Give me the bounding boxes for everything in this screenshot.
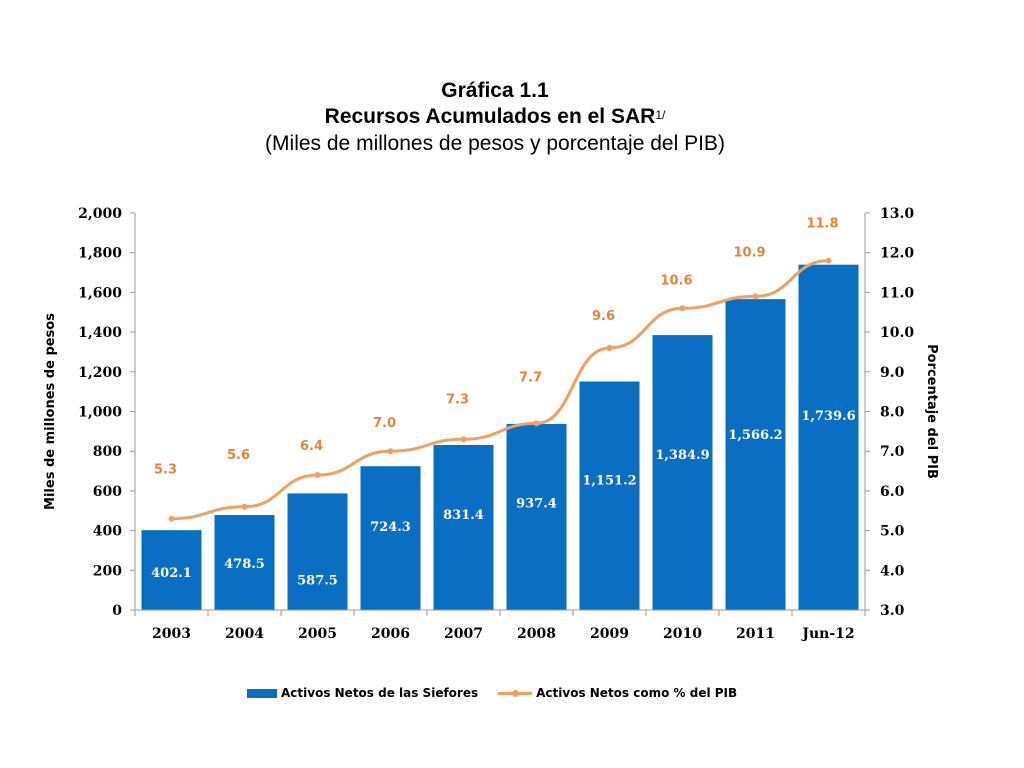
line-value-label: 7.7	[519, 370, 542, 385]
legend-item-bars: Activos Netos de las Siefores	[247, 686, 478, 700]
y2-tick-label: 6.0	[880, 484, 905, 500]
x-tick-label: 2004	[225, 626, 264, 642]
legend-item-line: Activos Netos como % del PIB	[498, 686, 737, 700]
bar-2007	[433, 444, 494, 610]
chart-title-line2: Recursos Acumulados en el SAR1/	[0, 104, 990, 130]
y-tick-label: 1,800	[78, 246, 122, 262]
y-tick-label: 400	[93, 524, 122, 540]
y-tick-label: 1,200	[78, 365, 122, 381]
y-tick-label: 1,000	[78, 405, 122, 421]
line-value-label: 11.8	[806, 217, 838, 232]
chart-title-line1: Gráfica 1.1	[441, 79, 549, 102]
line-point-2007	[460, 436, 467, 443]
bar-2009	[579, 381, 640, 610]
x-tick-label: 2011	[736, 626, 775, 642]
chart-legend: Activos Netos de las Siefores Activos Ne…	[247, 686, 757, 700]
y2-axis-title: Porcentaje del PIB	[924, 344, 939, 479]
line-point-2003	[168, 515, 175, 522]
bar-value-label: 1,739.6	[801, 409, 855, 424]
bar-value-label: 1,384.9	[655, 448, 709, 463]
line-value-label: 6.4	[300, 439, 323, 454]
line-value-label: 5.3	[154, 463, 177, 478]
chart-subtitle: (Miles de millones de pesos y porcentaje…	[265, 132, 725, 155]
line-value-label: 7.3	[446, 392, 469, 407]
x-tick-label: 2003	[152, 626, 191, 642]
legend-bar-label: Activos Netos de las Siefores	[281, 686, 479, 700]
x-tick-label: 2005	[298, 626, 337, 642]
x-tick-label: 2006	[371, 626, 410, 642]
bar-2010	[652, 335, 713, 610]
line-value-label: 10.9	[733, 245, 765, 260]
y-tick-label: 2,000	[78, 206, 122, 222]
x-tick-label: 2009	[590, 626, 629, 642]
legend-line-marker	[512, 689, 520, 697]
line-point-2011	[752, 293, 759, 300]
legend-bar-swatch	[247, 688, 277, 698]
line-point-2009	[606, 344, 613, 351]
chart-title-block: Gráfica 1.1 Recursos Acumulados en el SA…	[0, 78, 990, 158]
legend-line-swatch	[498, 689, 533, 698]
bar-2006	[360, 466, 421, 610]
line-series-path	[171, 259, 829, 521]
bar-value-label: 937.4	[516, 497, 557, 512]
y-tick-label: 600	[93, 484, 122, 500]
line-value-label: 7.0	[373, 416, 396, 431]
line-point-2004	[241, 503, 248, 510]
bar-value-label: 831.4	[443, 508, 484, 523]
y-tick-label: 200	[93, 563, 122, 579]
y-tick-label: 0	[112, 603, 122, 619]
bar-2011	[725, 299, 786, 610]
line-point-jun-12	[825, 257, 832, 264]
y-tick-label: 1,400	[78, 325, 122, 341]
line-value-label: 10.6	[660, 273, 692, 288]
y2-tick-label: 10.0	[880, 325, 914, 341]
x-tick-label: 2007	[444, 626, 483, 642]
bar-jun-12	[798, 264, 859, 610]
bar-value-label: 1,566.2	[728, 428, 782, 443]
y-axis-title: Miles de millones de pesos	[43, 313, 58, 510]
x-tick-label: 2008	[517, 626, 556, 642]
y2-tick-label: 11.0	[880, 285, 914, 301]
line-value-label: 5.6	[227, 448, 250, 463]
y2-tick-label: 12.0	[880, 246, 914, 262]
line-point-2010	[679, 305, 686, 312]
line-point-2005	[314, 472, 321, 479]
bar-value-label: 402.1	[151, 566, 192, 581]
y-tick-label: 1,600	[78, 285, 122, 301]
bar-2003	[141, 530, 202, 610]
y2-tick-label: 8.0	[880, 405, 905, 421]
y-tick-label: 800	[93, 444, 122, 460]
bar-value-label: 724.3	[370, 520, 411, 535]
bar-value-label: 1,151.2	[582, 473, 636, 488]
bar-value-label: 478.5	[224, 557, 265, 572]
line-point-2008	[533, 420, 540, 427]
legend-line-label: Activos Netos como % del PIB	[536, 686, 738, 700]
y2-tick-label: 4.0	[880, 563, 905, 579]
line-point-2006	[387, 448, 394, 455]
chart-title-footnote-ref: 1/	[655, 108, 666, 122]
bar-2005	[287, 493, 348, 610]
y2-tick-label: 13.0	[880, 206, 914, 222]
y2-tick-label: 9.0	[880, 365, 905, 381]
bar-2008	[506, 423, 567, 610]
y2-tick-label: 7.0	[880, 444, 905, 460]
bar-2004	[214, 515, 275, 610]
bar-value-label: 587.5	[297, 573, 338, 588]
x-tick-label: 2010	[663, 626, 702, 642]
y2-tick-label: 5.0	[880, 524, 905, 540]
x-tick-label: Jun-12	[800, 626, 854, 642]
line-value-label: 9.6	[592, 309, 615, 324]
y2-tick-label: 3.0	[880, 603, 905, 619]
chart-title-main: Recursos Acumulados en el SAR	[324, 105, 656, 128]
